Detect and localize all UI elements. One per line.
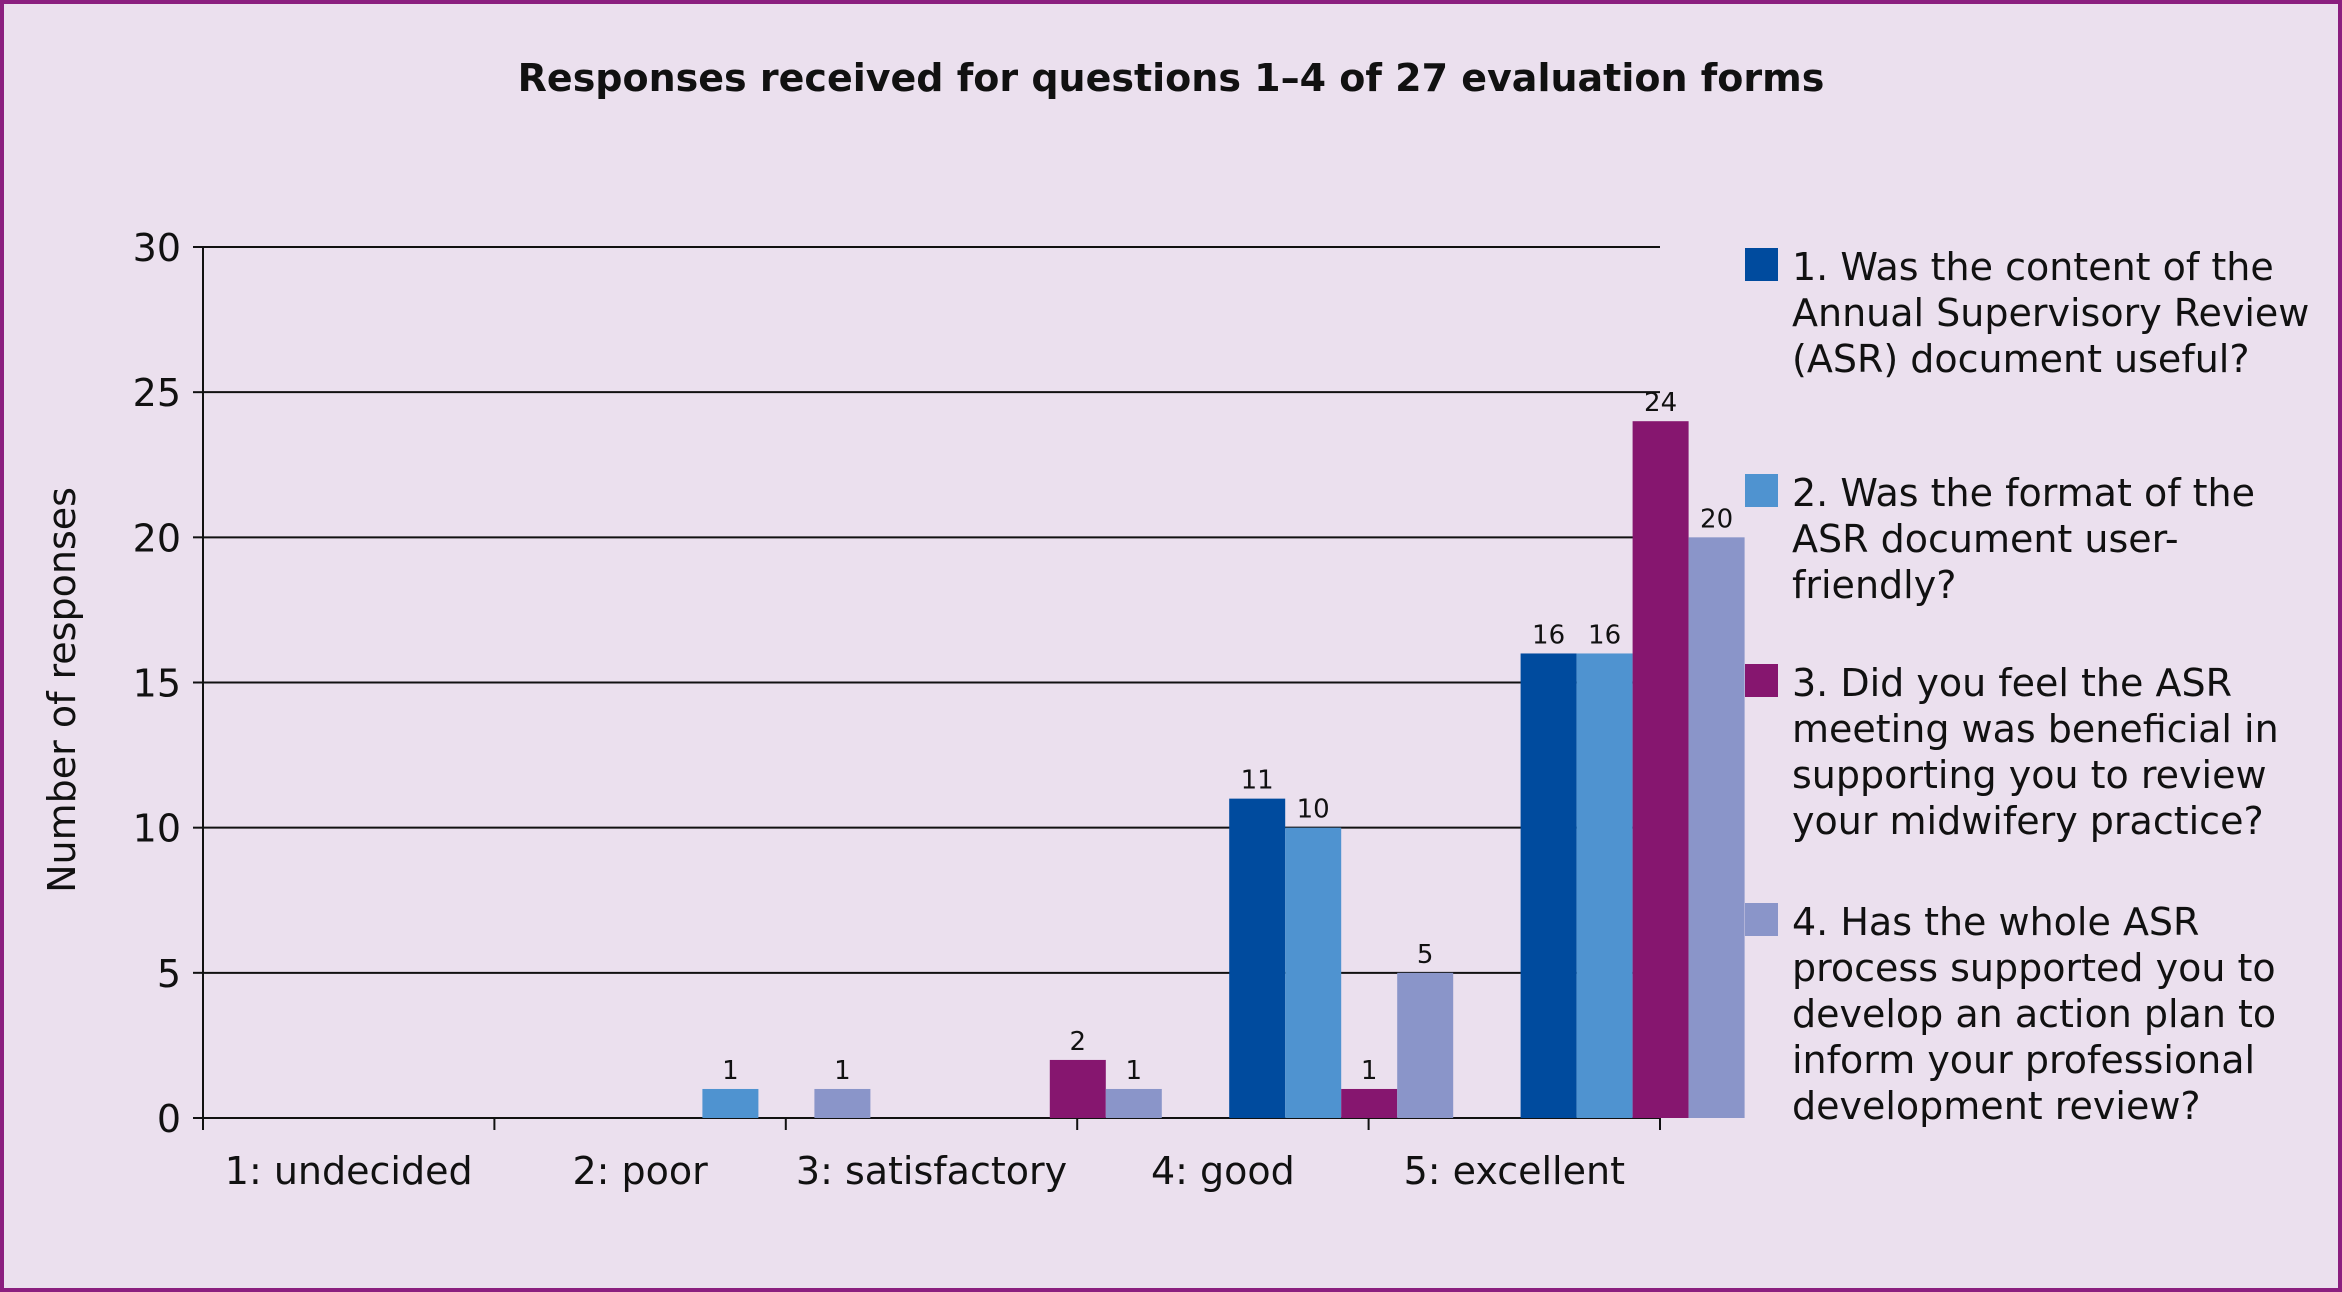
data-label: 20 <box>1700 504 1733 534</box>
y-tick-label: 15 <box>133 662 181 706</box>
y-tick-label: 10 <box>133 807 181 851</box>
bar-series-3-4 <box>1632 421 1689 1118</box>
legend-swatch-series-2 <box>1745 474 1778 507</box>
data-label: 1 <box>722 1056 739 1086</box>
bar-series-4-1 <box>814 1088 871 1118</box>
data-label: 1 <box>1126 1056 1143 1086</box>
x-tick-label: 4: good <box>1151 1149 1295 1193</box>
legend-swatch-series-3 <box>1745 664 1778 697</box>
y-tick-label: 0 <box>157 1097 181 1141</box>
bar-series-3-3 <box>1341 1088 1398 1118</box>
legend-label-series-4: 4. Has the whole ASR process supported y… <box>1792 900 2277 1128</box>
chart-title: Responses received for questions 1–4 of … <box>517 56 1825 100</box>
x-tick-label: 5: excellent <box>1404 1149 1625 1193</box>
legend-swatch-series-4 <box>1745 903 1778 936</box>
bar-series-2-4 <box>1576 653 1633 1118</box>
legend-label-series-3: 3. Did you feel the ASR meeting was bene… <box>1792 661 2279 843</box>
data-label: 16 <box>1532 620 1565 650</box>
x-tick-label: 3: satisfactory <box>796 1149 1067 1193</box>
bar-series-4-2 <box>1105 1088 1162 1118</box>
y-tick-label: 20 <box>133 516 181 560</box>
x-tick-label: 1: undecided <box>225 1149 473 1193</box>
y-tick-label: 30 <box>133 226 181 270</box>
bar-series-4-4 <box>1688 537 1745 1118</box>
bar-series-1-4 <box>1520 653 1577 1118</box>
y-tick-label: 25 <box>133 371 181 415</box>
bar-series-1-3 <box>1229 798 1286 1118</box>
data-label: 2 <box>1070 1027 1087 1057</box>
data-label: 5 <box>1417 940 1434 970</box>
legend-label-series-2: 2. Was the format of the ASR document us… <box>1792 471 2256 607</box>
data-label: 10 <box>1297 795 1330 825</box>
data-label: 1 <box>834 1056 851 1086</box>
bar-series-2-3 <box>1285 827 1342 1118</box>
x-tick-label: 2: poor <box>572 1149 708 1193</box>
data-label: 11 <box>1241 766 1274 796</box>
y-tick-label: 5 <box>157 952 181 996</box>
bar-series-3-2 <box>1049 1059 1106 1118</box>
bar-series-2-1 <box>702 1088 759 1118</box>
data-label: 1 <box>1361 1056 1378 1086</box>
bar-series-4-3 <box>1397 972 1454 1118</box>
legend-swatch-series-1 <box>1745 248 1778 281</box>
legend-label-series-1: 1. Was the content of the Annual Supervi… <box>1792 245 2310 381</box>
data-label: 16 <box>1588 620 1621 650</box>
data-label: 24 <box>1644 388 1677 418</box>
